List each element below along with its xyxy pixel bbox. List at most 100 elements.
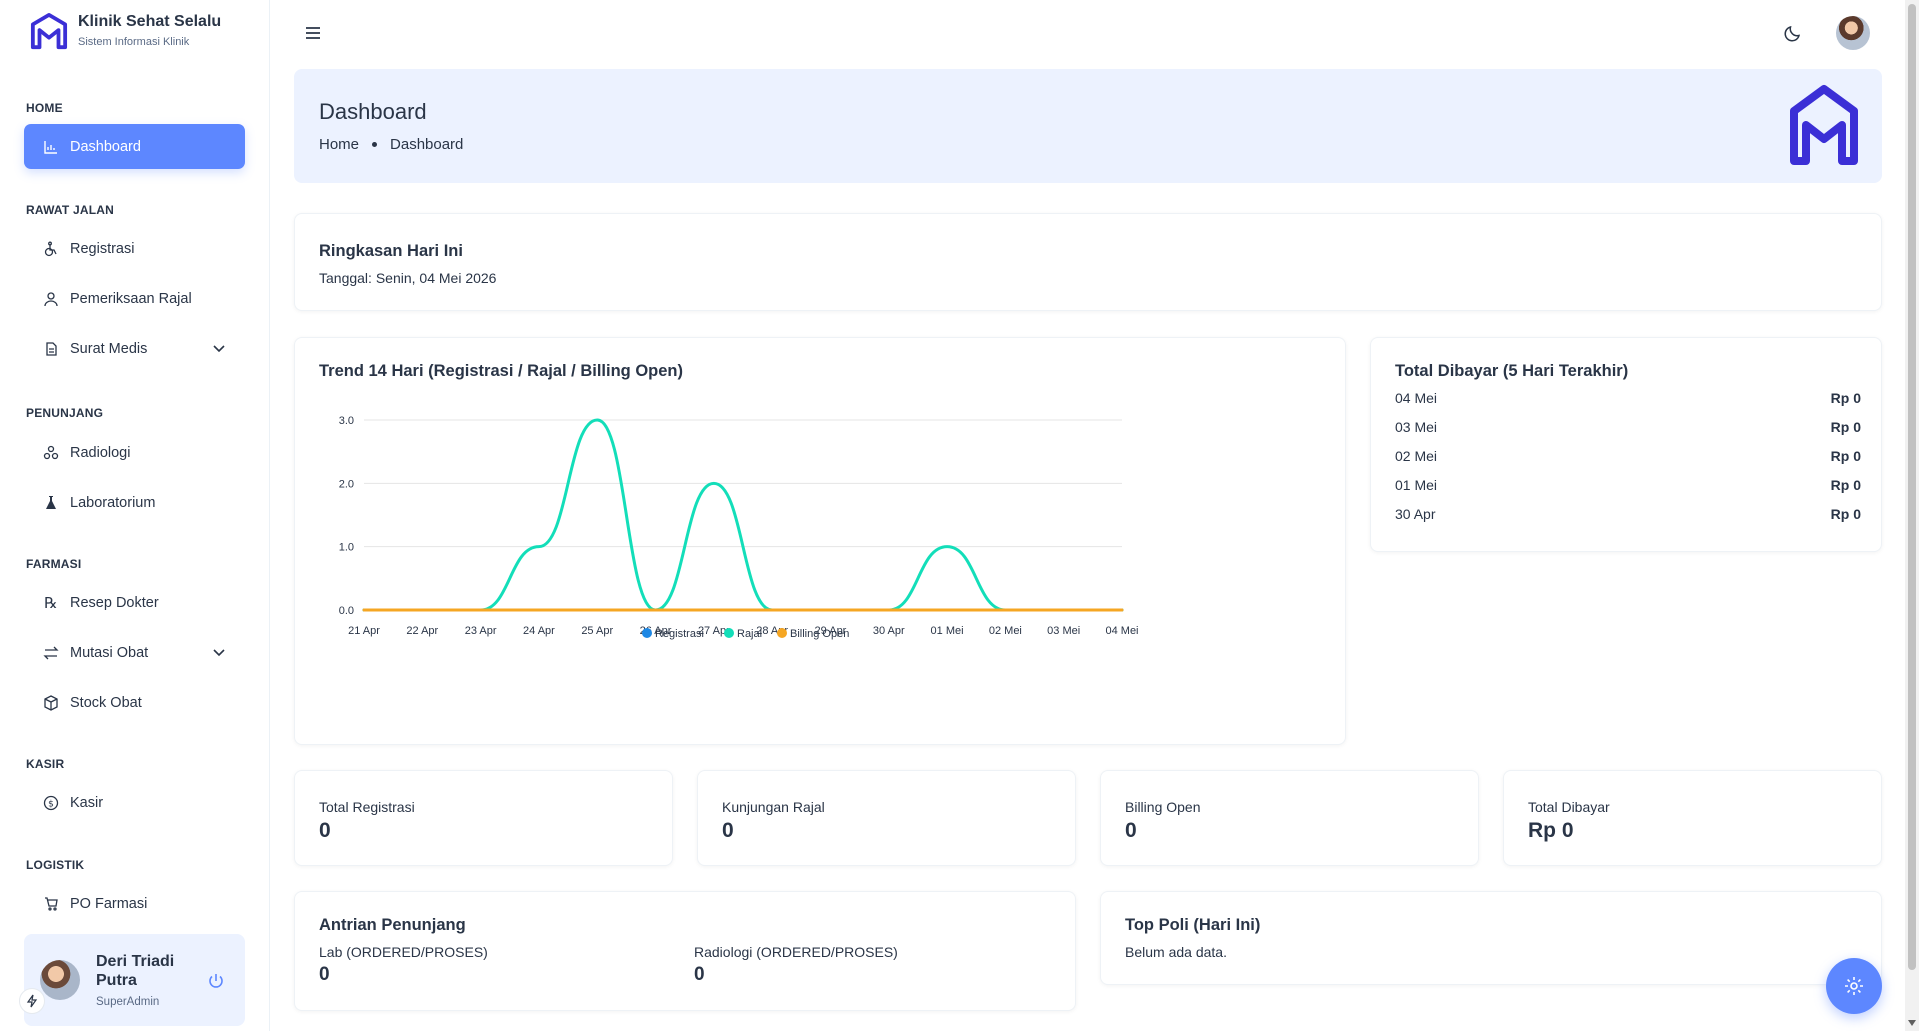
- paid-date: 01 Mei: [1395, 477, 1438, 493]
- sidebar-item-stock-obat[interactable]: Stock Obat: [24, 680, 245, 725]
- legend-marker: [724, 628, 734, 638]
- stat-value: Rp 0: [1528, 819, 1574, 842]
- sidebar-item-kasir[interactable]: $ Kasir: [24, 780, 245, 825]
- moon-icon[interactable]: [1782, 22, 1804, 44]
- menu-toggle-icon[interactable]: [302, 22, 324, 44]
- stat-kunjungan-rajal: Kunjungan Rajal 0: [697, 770, 1076, 866]
- page-title: Dashboard: [319, 99, 427, 124]
- coin-icon: $: [42, 794, 60, 812]
- paid-amount: Rp 0: [1830, 419, 1861, 435]
- sidebar-item-label: Surat Medis: [70, 340, 148, 357]
- sidebar-item-po-farmasi[interactable]: PO Farmasi: [24, 881, 245, 926]
- bolt-icon: [26, 994, 38, 1008]
- paid-date: 03 Mei: [1395, 419, 1438, 435]
- nav-caption-kasir: KASIR: [26, 757, 65, 771]
- y-tick-label: 1.0: [339, 542, 354, 554]
- brand[interactable]: Klinik Sehat Selalu Sistem Informasi Kli…: [30, 12, 221, 52]
- summary-title: Ringkasan Hari Ini: [319, 242, 463, 260]
- y-tick-label: 3.0: [339, 415, 354, 427]
- brand-logo-icon: [1790, 85, 1858, 165]
- scrollbar[interactable]: [1905, 0, 1919, 1031]
- sidebar-item-label: Resep Dokter: [70, 594, 159, 611]
- chevron-down-icon: [213, 649, 225, 657]
- nav-caption-rawat-jalan: RAWAT JALAN: [26, 203, 114, 217]
- user-profile-card: Deri Triadi Putra SuperAdmin: [24, 934, 245, 1026]
- x-tick-label: 29 Apr: [815, 625, 847, 637]
- paid-title: Total Dibayar (5 Hari Terakhir): [1395, 362, 1629, 380]
- flask-icon: [42, 494, 60, 512]
- user-name: Deri Triadi Putra: [96, 953, 175, 989]
- list-item: 01 Mei Rp 0: [1395, 477, 1861, 493]
- sidebar-item-label: Mutasi Obat: [70, 644, 149, 661]
- paid-amount: Rp 0: [1830, 390, 1861, 406]
- nav-caption-penunjang: PENUNJANG: [26, 406, 104, 420]
- power-icon[interactable]: [207, 972, 225, 990]
- sidebar-item-surat-medis[interactable]: Surat Medis: [24, 326, 245, 371]
- stat-label: Total Dibayar: [1528, 799, 1610, 815]
- queue-title: Antrian Penunjang: [319, 916, 466, 934]
- top-poli-card: Top Poli (Hari Ini) Belum ada data.: [1100, 891, 1882, 985]
- sidebar-item-registrasi[interactable]: Registrasi: [24, 226, 245, 271]
- sidebar-item-resep-dokter[interactable]: ℞ Resep Dokter: [24, 580, 245, 625]
- stat-total-registrasi: Total Registrasi 0: [294, 770, 673, 866]
- scrollbar-thumb[interactable]: [1908, 4, 1916, 970]
- gear-icon: [1845, 977, 1863, 995]
- nav-caption-home: HOME: [26, 101, 63, 115]
- brand-title: Klinik Sehat Selalu: [78, 13, 222, 30]
- sidebar-item-pemeriksaan-rajal[interactable]: Pemeriksaan Rajal: [24, 276, 245, 321]
- sidebar-item-label: Pemeriksaan Rajal: [70, 290, 192, 307]
- sidebar-item-label: Dashboard: [70, 138, 141, 155]
- brand-logo-icon: [30, 13, 68, 50]
- trend-chart-card: Trend 14 Hari (Registrasi / Rajal / Bill…: [294, 337, 1346, 745]
- x-tick-label: 02 Mei: [989, 625, 1022, 637]
- prescription-icon: ℞: [44, 594, 58, 612]
- sidebar-item-laboratorium[interactable]: Laboratorium: [24, 480, 245, 525]
- list-item: 02 Mei Rp 0: [1395, 448, 1861, 464]
- queue-radiologi-value: 0: [694, 964, 705, 985]
- summary-card: Ringkasan Hari Ini Tanggal: Senin, 04 Me…: [294, 213, 1882, 311]
- avatar[interactable]: [1836, 16, 1870, 50]
- brand-subtitle: Sistem Informasi Klinik: [78, 36, 190, 48]
- box-icon: [42, 694, 60, 712]
- list-item: 30 Apr Rp 0: [1395, 506, 1861, 522]
- sidebar-item-radiologi[interactable]: Radiologi: [24, 430, 245, 475]
- avatar[interactable]: [40, 960, 80, 1000]
- sidebar-item-label: Kasir: [70, 794, 104, 811]
- paid-amount: Rp 0: [1830, 477, 1861, 493]
- sidebar-item-dashboard[interactable]: Dashboard: [24, 124, 245, 169]
- sidebar-item-label: Registrasi: [70, 240, 135, 257]
- sidebar-item-label: Radiologi: [70, 444, 131, 461]
- queue-radiologi-label: Radiologi (ORDERED/PROSES): [694, 944, 898, 960]
- breadcrumb: Home Dashboard: [319, 136, 463, 153]
- legend-marker: [642, 628, 652, 638]
- sidebar-item-mutasi-obat[interactable]: Mutasi Obat: [24, 630, 245, 675]
- paid-amount: Rp 0: [1830, 448, 1861, 464]
- stethoscope-icon: [42, 290, 60, 308]
- breadcrumb-current: Dashboard: [390, 136, 464, 153]
- y-tick-label: 2.0: [339, 478, 354, 490]
- x-tick-label: 23 Apr: [465, 625, 497, 637]
- stat-billing-open: Billing Open 0: [1100, 770, 1479, 866]
- cart-icon: [42, 895, 60, 913]
- legend-label: Billing Open: [790, 628, 849, 640]
- series-line-rajal: [362, 418, 1124, 612]
- breadcrumb-home[interactable]: Home: [319, 136, 360, 153]
- sidebar-item-label: Stock Obat: [70, 694, 142, 711]
- x-tick-label: 21 Apr: [348, 625, 380, 637]
- user-role: SuperAdmin: [96, 996, 160, 1008]
- legend-label: Rajal: [737, 628, 762, 640]
- stat-label: Total Registrasi: [319, 799, 415, 815]
- summary-date: Tanggal: Senin, 04 Mei 2026: [319, 270, 497, 286]
- settings-button[interactable]: [1826, 958, 1882, 1014]
- x-tick-label: 24 Apr: [523, 625, 555, 637]
- sidebar-item-label: Laboratorium: [70, 494, 156, 511]
- x-tick-label: 27 Apr: [698, 625, 730, 637]
- total-paid-card: Total Dibayar (5 Hari Terakhir) 04 Mei Rp…: [1370, 337, 1882, 552]
- bolt-button[interactable]: [19, 988, 45, 1014]
- paid-date: 02 Mei: [1395, 448, 1438, 464]
- scroll-down-arrow-icon[interactable]: [1908, 1020, 1916, 1026]
- stat-label: Billing Open: [1125, 799, 1201, 815]
- stat-value: 0: [722, 819, 734, 842]
- stat-value: 0: [1125, 819, 1137, 842]
- queue-card: Antrian Penunjang Lab (ORDERED/PROSES) 0…: [294, 891, 1076, 1011]
